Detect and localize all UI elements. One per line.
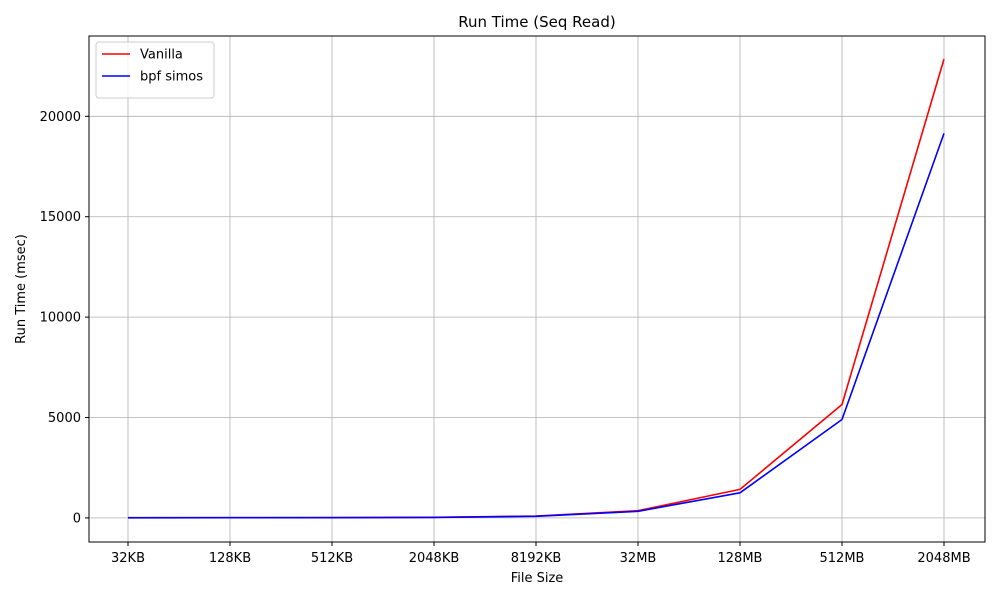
x-tick-label: 512MB [820,551,865,566]
x-axis-label: File Size [511,571,564,586]
x-tick-label: 2048MB [917,551,970,566]
x-tick-label: 8192KB [511,551,562,566]
legend-box [95,41,215,99]
series-lines [127,58,945,519]
x-tick-label: 32MB [620,551,657,566]
legend-label-bpf-simos: bpf simos [140,70,203,85]
y-axis-label: Run Time (msec) [14,234,29,344]
series-line-bpf-simos [127,133,945,519]
plot-frame [88,35,986,543]
x-tick-label: 128MB [718,551,763,566]
chart-title: Run Time (Seq Read) [458,13,615,31]
y-tick-label: 15000 [40,210,81,225]
legend: Vanilla bpf simos [95,41,215,99]
y-tick-label: 0 [73,511,81,526]
x-tick-label: 2048KB [409,551,460,566]
y-tick-label: 20000 [40,110,81,125]
y-tick-label: 5000 [48,411,81,426]
ticks: 32KB 128KB 512KB 2048KB 8192KB 32MB 128MB 512MB… [40,110,971,566]
x-tick-label: 128KB [209,551,251,566]
y-tick-label: 10000 [40,311,81,326]
legend-label-vanilla: Vanilla [140,48,183,63]
x-tick-label: 32KB [111,551,145,566]
x-tick-label: 512KB [311,551,353,566]
grid [89,36,985,542]
